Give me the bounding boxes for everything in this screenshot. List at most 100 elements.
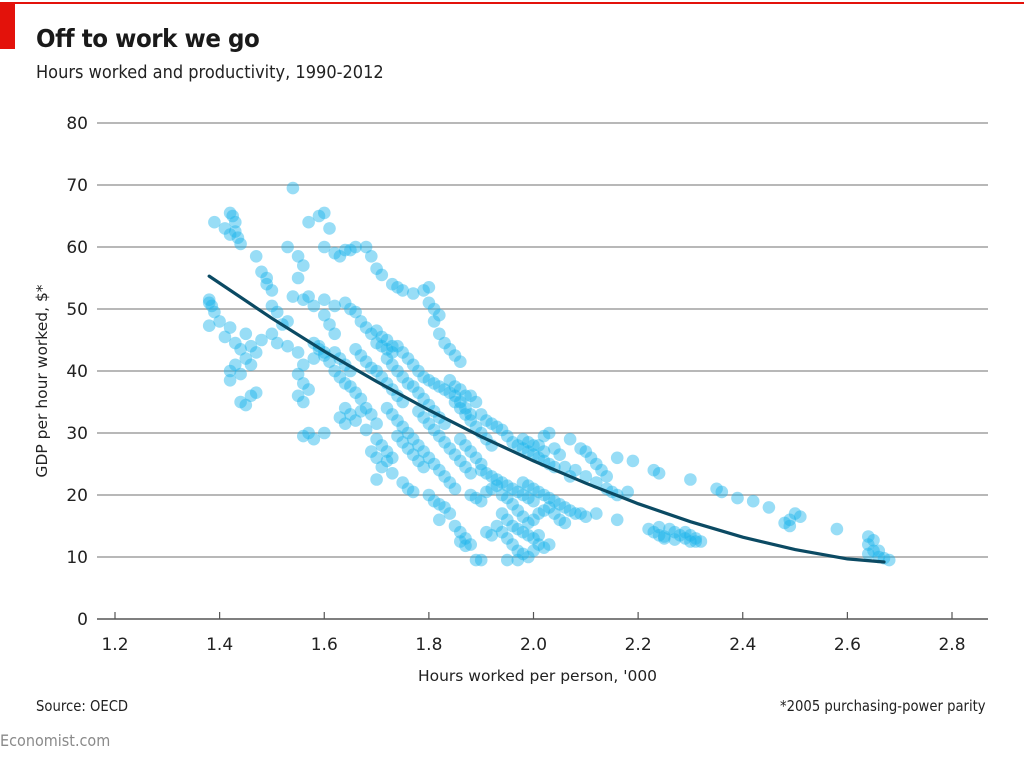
data-point [459,408,472,421]
data-point [469,553,483,567]
data-point [202,293,216,307]
data-point [349,343,362,356]
data-point [338,296,352,310]
gridlines [97,122,988,558]
data-point [433,380,446,393]
data-point [678,525,692,539]
data-point [454,525,467,539]
data-point [307,432,321,446]
data-point [678,532,692,545]
data-point [234,367,247,381]
data-point [542,538,556,551]
data-point [626,454,640,468]
data-point [281,339,294,353]
data-point [522,550,535,564]
data-point [506,498,519,511]
data-point [375,370,389,384]
data-point [506,538,519,551]
data-point [386,408,399,421]
data-point [443,442,457,455]
data-point [297,259,310,272]
data-point [229,225,242,238]
data-point [396,420,410,434]
data-point [349,240,362,254]
data-point [412,405,425,418]
data-point [532,439,545,452]
data-point [474,553,488,567]
x-tick-label: 1.8 [415,635,442,655]
data-point [229,358,242,372]
data-point [223,364,237,378]
data-point [386,277,399,291]
data-point [448,448,462,462]
data-point [464,538,478,551]
data-point [862,547,875,561]
data-point [516,488,530,502]
data-point [501,491,514,505]
data-point [610,513,624,527]
data-point [349,414,362,427]
data-point [558,516,572,530]
data-point [375,339,389,353]
data-point [427,315,441,328]
data-point [527,544,540,558]
data-point [532,529,545,542]
data-point [658,532,671,545]
data-point [229,336,242,350]
data-point [516,525,530,539]
data-point [291,367,305,381]
data-point [323,222,336,235]
data-point [396,476,410,489]
data-point [370,336,383,350]
data-point [490,479,504,493]
data-point [406,485,420,499]
data-point [459,460,472,474]
data-point [522,529,535,542]
x-tick-label: 2.4 [729,635,756,655]
data-point [427,377,441,390]
data-point [668,525,681,539]
data-point [474,463,488,477]
data-point [448,389,462,403]
top-accent-rule [0,2,1024,4]
data-point [365,445,378,458]
data-point [584,451,598,465]
data-point [511,439,525,452]
data-point [454,454,467,468]
data-point [527,494,540,508]
data-point [370,451,383,465]
data-point [365,361,378,375]
data-point [783,519,797,533]
data-point [386,346,399,359]
data-point [291,389,305,403]
data-point [668,533,681,546]
data-point [548,442,561,455]
data-point [522,436,535,449]
data-point [516,510,530,523]
data-point [202,296,216,310]
data-point [359,321,373,334]
data-point [422,488,436,502]
data-point [380,445,394,458]
data-point [344,243,357,257]
data-point [448,482,462,496]
data-point [454,355,467,369]
data-point [354,405,368,418]
data-point [464,389,478,403]
data-point [234,343,247,356]
x-tick-label: 1.6 [311,635,338,655]
data-point [480,485,493,499]
data-point [537,445,551,458]
data-point [621,485,634,499]
data-point [328,246,342,260]
data-point [370,432,383,446]
data-point [417,411,430,424]
data-point [495,507,509,520]
data-point [579,470,593,483]
data-point [443,343,457,356]
data-point [527,439,540,452]
data-point [527,513,540,527]
data-point [464,467,478,480]
data-point [464,414,478,427]
data-point [454,432,467,446]
